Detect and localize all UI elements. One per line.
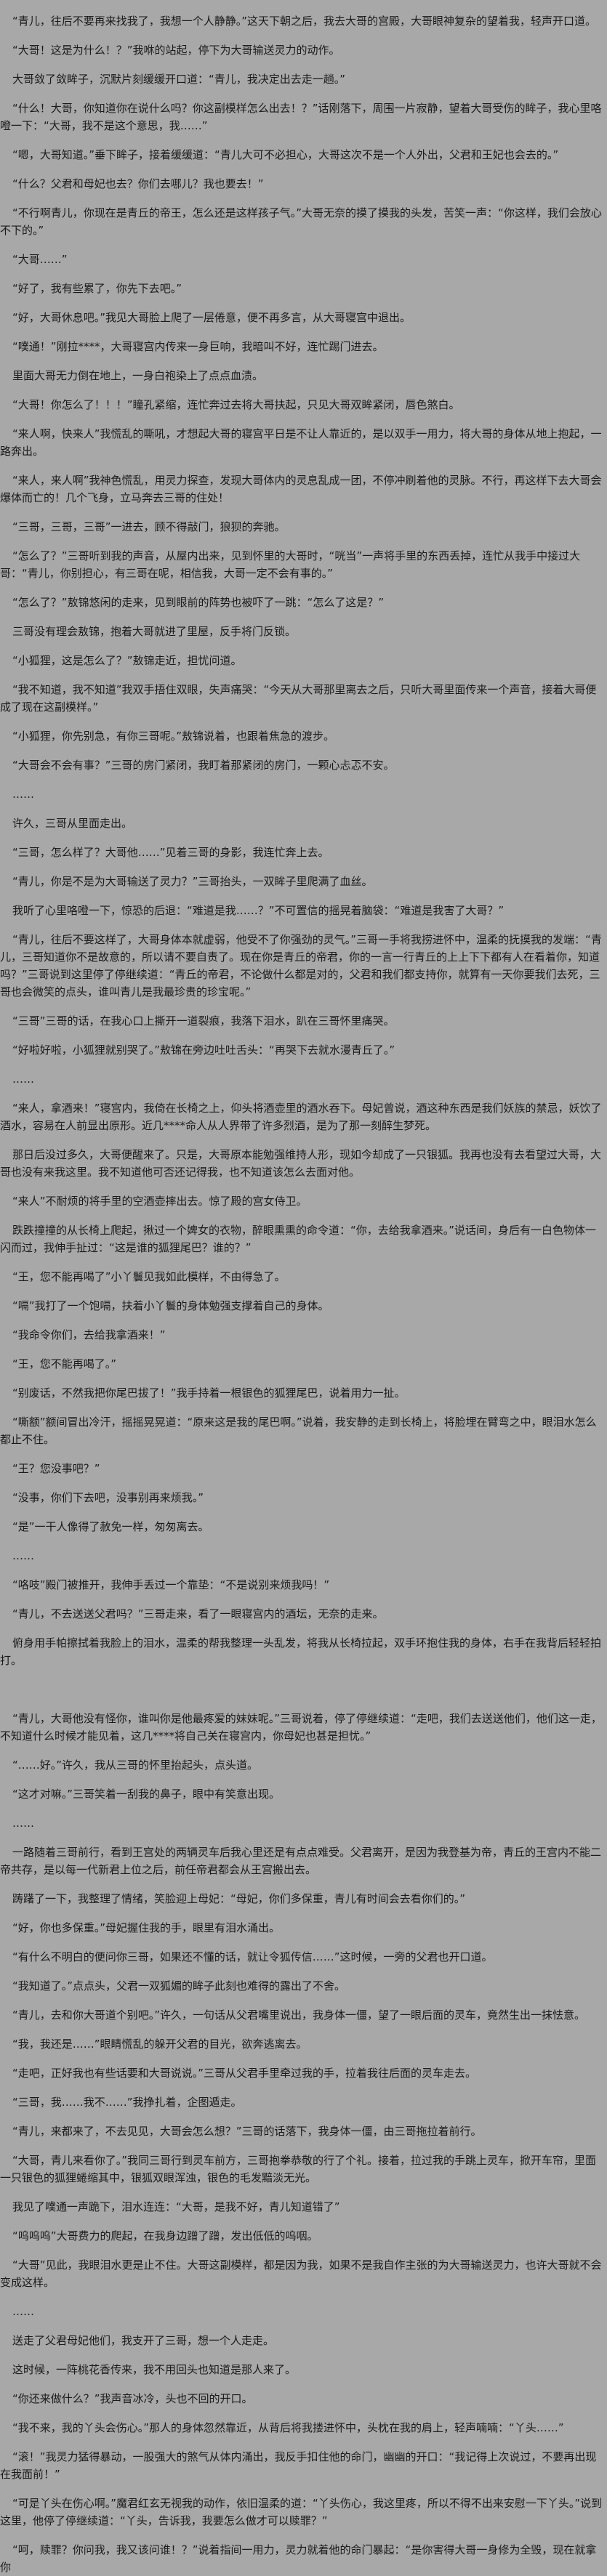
paragraph: “嘶额”额间冒出冷汗，摇摇晃晃道：“原来这是我的尾巴啊。”说着，我安静的走到长椅…: [0, 1416, 597, 1446]
paragraph: “是”一干人像得了赦免一样，匆匆离去。: [12, 1520, 209, 1533]
paragraph: “大哥！这是为什么！？”我咻的站起，停下为大哥输送灵力的动作。: [12, 44, 340, 57]
paragraph: “青儿，你是不是为大哥输送了灵力？”三哥抬头，一双眸子里爬满了血丝。: [12, 875, 373, 888]
paragraph: “三哥，我……我不……”我挣扎着，企图遁走。: [12, 2096, 242, 2109]
paragraph: 踌躇了一下，我整理了情绪，笑脸迎上母妃：“母妃，你们多保重，青儿有时间会去看你们…: [12, 1892, 466, 1905]
paragraph: ……: [12, 1817, 34, 1830]
paragraph: “小狐狸，你先别急，有你三哥呢。”敖锦说着，也跟着焦急的渡步。: [12, 730, 335, 743]
paragraph: “三哥”三哥的话，在我心口上撕开一道裂痕，我落下泪水，趴在三哥怀里痛哭。: [12, 1014, 395, 1027]
paragraph: “来人，来人啊”我神色慌乱，用灵力探查，发现大哥体内的灵息乱成一团，不停冲刷着他…: [0, 474, 602, 504]
paragraph: “嗝”我打了一个饱嗝，扶着小丫鬟的身体勉强支撑着自己的身体。: [12, 1299, 329, 1312]
paragraph: “大哥……”: [12, 253, 68, 266]
novel-text: “青儿，往后不要再来找我了，我想一个人静静。”这天下朝之后，我去大哥的宫殿，大哥…: [0, 12, 607, 2576]
paragraph: ……: [12, 788, 34, 801]
paragraph: “来人啊，快来人”我慌乱的嘶吼，才想起大哥的寝宫平日是不让人靠近的，是以双手一用…: [0, 427, 602, 458]
paragraph: 我听了心里咯噔一下，惊恐的后退：“难道是我……？”不可置信的摇晃着脑袋：“难道是…: [12, 904, 505, 917]
paragraph: “可是丫头在伤心啊。”魔君红玄无视我的动作，依旧温柔的道：“丫头伤心，我这里疼，…: [0, 2497, 603, 2527]
paragraph: “怎么了？”三哥听到我的声音，从屋内出来，见到怀里的大哥时，“咣当”一声将手里的…: [0, 549, 581, 580]
paragraph: 我见了噗通一声跪下，泪水连连：“大哥，是我不好，青儿知道错了”: [12, 2200, 340, 2213]
paragraph: “我命令你们，去给我拿酒来！”: [12, 1328, 166, 1341]
paragraph: ……: [12, 1073, 34, 1086]
paragraph: “好了，我有些累了，你先下去吧。”: [12, 282, 182, 295]
paragraph: “三哥，三哥，三哥”一进去，顾不得敲门，狼狈的奔驰。: [12, 520, 286, 533]
paragraph: “青儿，去和你大哥道个别吧。”许久，一句话从父君嘴里说出，我身体一僵，望了一眼后…: [12, 2008, 586, 2022]
paragraph: “大哥，青儿来看你了。”我同三哥行到灵车前方，三哥抱拳恭敬的行了个礼。接着，拉过…: [0, 2154, 597, 2184]
paragraph: “噗通！”刚拉****，大哥寝宫内传来一身巨响，我暗叫不好，连忙踢门进去。: [12, 340, 384, 353]
paragraph: “我知道了。”点点头，父君一双狐媚的眸子此刻也难得的露出了不舍。: [12, 1979, 346, 1992]
paragraph: “王？您没事吧？”: [12, 1462, 100, 1475]
paragraph: “青儿，往后不要这样了，大哥身体本就虚弱，他受不了你强劲的灵气。”三哥一手将我捞…: [0, 933, 602, 998]
paragraph: “青儿，不去送送父君吗？”三哥走来，看了一眼寝宫内的酒坛，无奈的走来。: [12, 1607, 384, 1620]
paragraph: “王，您不能再喝了。”: [12, 1357, 117, 1370]
paragraph: 一路随着三哥前行，看到王宫处的两辆灵车后我心里还是有点点难受。父君离开，是因为我…: [0, 1846, 602, 1876]
paragraph: “青儿，大哥他没有怪你，谁叫你是他最疼爱的妹妹呢。”三哥说着，停了停继续道：“走…: [0, 1712, 602, 1743]
paragraph: “你还来做什么？”我声音冰冷，头也不回的开口。: [12, 2392, 253, 2405]
paragraph: “大哥！你怎么了！！！”瞳孔紧缩，连忙奔过去将大哥扶起，只见大哥双眸紧闭，唇色煞…: [12, 398, 460, 411]
paragraph: “小狐狸，这是怎么了？”敖锦走近，担忧问道。: [12, 654, 242, 667]
paragraph: 里面大哥无力倒在地上，一身白袍染上了点点血渍。: [12, 369, 264, 382]
paragraph: “来人，拿酒来！”寝宫内，我倚在长椅之上，仰头将酒壶里的酒水吞下。母妃曾说，酒这…: [0, 1102, 602, 1132]
paragraph: “王，您不能再喝了”小丫鬟见我如此模样，不由得急了。: [12, 1270, 286, 1283]
paragraph: ……: [12, 2305, 34, 2318]
paragraph: “怎么了？”敖锦悠闲的走来，见到眼前的阵势也被吓了一跳：“怎么了这是？”: [12, 596, 385, 609]
paragraph: “什么！大哥，你知道你在说什么吗？你这副模样怎么出去！？”话刚落下，周围一片寂静…: [0, 102, 602, 132]
paragraph: “青儿，往后不要再来找我了，我想一个人静静。”这天下朝之后，我去大哥的宫殿，大哥…: [12, 15, 597, 28]
paragraph: “好，大哥休息吧。”我见大哥脸上爬了一层倦意，便不再多言，从大哥寝宫中退出。: [12, 311, 411, 324]
paragraph: 俯身用手帕擦拭着我脸上的泪水，温柔的帮我整理一头乱发，将我从长椅拉起，双手环抱住…: [0, 1636, 602, 1667]
paragraph: “……好。”许久，我从三哥的怀里抬起头，点头道。: [12, 1759, 259, 1772]
paragraph: 跌跌撞撞的从长椅上爬起，揪过一个婢女的衣物，醉眼熏熏的命令道：“你，去给我拿酒来…: [0, 1224, 597, 1254]
paragraph: 那日后没过多久，大哥便醒来了。只是，大哥原本能勉强维持人形，现如今却成了一只银狐…: [0, 1148, 602, 1179]
paragraph: 送走了父君母妃他们，我支开了三哥，想一个人走走。: [12, 2334, 275, 2347]
paragraph: “好啦好啦，小狐狸就别哭了。”敖锦在旁边吐吐舌头：“再哭下去就水漫青丘了。”: [12, 1043, 395, 1057]
paragraph: [0, 1681, 607, 1698]
paragraph: “我，我还是……”眼睛慌乱的躲开父君的目光，欲奔逃离去。: [12, 2038, 307, 2051]
paragraph: “滚！”我灵力猛得暴动，一股强大的煞气从体内涌出，我反手扣住他的命门，幽幽的开口…: [0, 2450, 597, 2481]
paragraph: “来人”不耐烦的将手里的空酒壶摔出去。惊了殿的宫女侍卫。: [12, 1195, 307, 1208]
paragraph: “嗯，大哥知道。”垂下眸子，接着缓缓道：“青儿大可不必担心，大哥这次不是一个人外…: [12, 148, 559, 161]
paragraph: “呜呜呜”大哥费力的爬起，在我身边蹭了蹭，发出低低的呜咽。: [12, 2229, 318, 2242]
paragraph: “我不知道，我不知道”我双手捂住双眼，失声痛哭：“今天从大哥那里离去之后，只听大…: [0, 683, 597, 714]
paragraph: “没事，你们下去吧，没事别再来烦我。”: [12, 1491, 204, 1504]
paragraph: “大哥”见此，我眼泪水更是止不住。大哥这副模样，都是因为我，如果不是我自作主张的…: [0, 2258, 602, 2289]
paragraph: “什么？父君和母妃也去？你们去哪儿？我也要去！”: [12, 177, 264, 190]
paragraph: 这时候，一阵桃花香传来，我不用回头也知道是那人来了。: [12, 2363, 297, 2376]
paragraph: “青儿，来都来了，不去见见，大哥会怎么想？”三哥的话落下，我身体一僵，由三哥拖拉…: [12, 2125, 482, 2138]
paragraph: 许久，三哥从里面走出。: [12, 817, 133, 830]
paragraph: “三哥，怎么样了？大哥他……”见着三哥的身影，我连忙奔上去。: [12, 846, 329, 859]
paragraph: “别废话，不然我把你尾巴拔了！”我手持着一根银色的狐狸尾巴，说着用力一扯。: [12, 1386, 406, 1400]
paragraph: “我不来，我的丫头会伤心。”那人的身体忽然靠近，从背后将我搂进怀中，头枕在我的肩…: [12, 2421, 564, 2434]
paragraph: “有什么不明白的便问你三哥，如果还不懂的话，就让令狐传信……”这时候，一旁的父君…: [12, 1950, 493, 1963]
paragraph: “走吧，正好我也有些话要和大哥说说。”三哥从父君手里牵过我的手，拉着我往后面的灵…: [12, 2067, 477, 2080]
paragraph: ……: [12, 1549, 34, 1562]
paragraph: “咯吱”殿门被推开，我伸手丢过一个靠垫：“不是说别来烦我吗！”: [12, 1578, 330, 1591]
paragraph: “不行啊青儿，你现在是青丘的帝王，怎么还是这样孩子气。”大哥无奈的摸了摸我的头发…: [0, 206, 602, 237]
paragraph: 三哥没有理会敖锦，抱着大哥就进了里屋，反手将门反锁。: [12, 625, 297, 638]
paragraph: “好，你也多保重。”母妃握住我的手，眼里有泪水涌出。: [12, 1921, 281, 1934]
paragraph: “大哥会不会有事？”三哥的房门紧闭，我盯着那紧闭的房门，一颗心忐忑不安。: [12, 759, 395, 772]
paragraph: “这才对嘛。”三哥笑着一刮我的鼻子，眼中有笑意出现。: [12, 1788, 281, 1801]
paragraph: 大哥敛了敛眸子，沉默片刻缓缓开口道：“青儿，我决定出去走一趟。”: [12, 73, 346, 86]
paragraph: “呵，赎罪？你问我，我又该问谁！？”说着指间一用力，灵力就着他的命门暴起：“是你…: [0, 2543, 597, 2574]
